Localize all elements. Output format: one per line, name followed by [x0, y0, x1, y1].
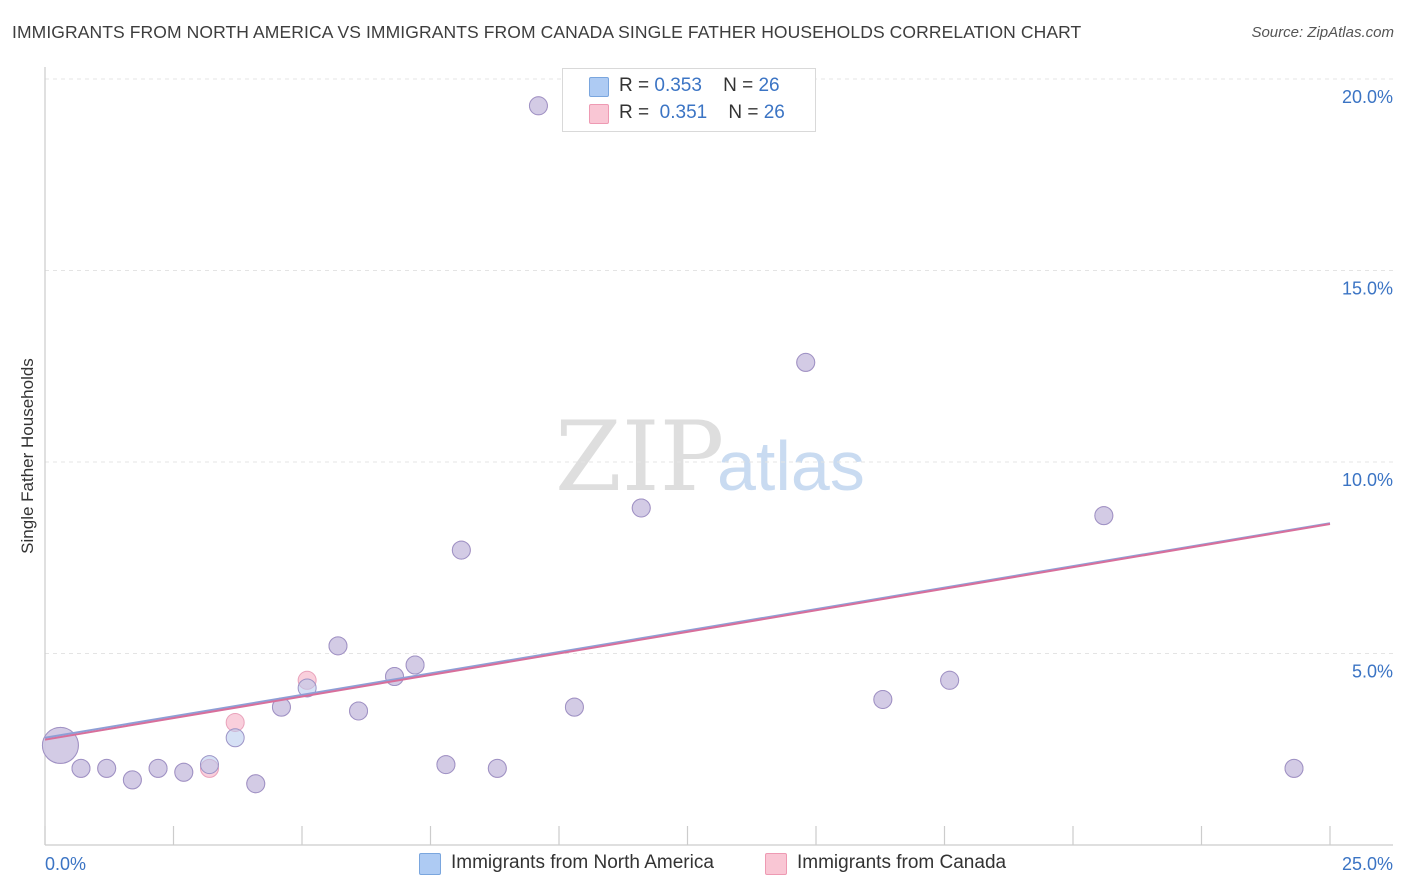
- point-north-america: [405, 655, 425, 675]
- point-north-america: [451, 540, 471, 560]
- y-tick-label: 5.0%: [1352, 662, 1393, 682]
- legend-n-label-1: N =: [723, 75, 754, 96]
- y-tick-label: 10.0%: [1342, 470, 1393, 490]
- point-north-america: [796, 352, 816, 372]
- point-north-america: [564, 697, 584, 717]
- point-north-america: [71, 758, 91, 778]
- stats-legend: R = 0.353 N = 26 R = 0.351 N = 26: [562, 68, 816, 132]
- y-tick-label: 15.0%: [1342, 279, 1393, 299]
- legend-r-label-2: R =: [619, 102, 650, 123]
- point-north-america: [873, 689, 893, 709]
- point-north-america: [122, 770, 142, 790]
- point-north-america: [1284, 758, 1304, 778]
- source-label: Source: ZipAtlas.com: [1251, 24, 1394, 41]
- x-tick-label: 0.0%: [45, 854, 86, 874]
- bottom-legend-swatch-canada: [765, 853, 787, 875]
- legend-n-label-2: N =: [728, 102, 759, 123]
- y-axis-label: Single Father Households: [18, 358, 37, 554]
- bottom-legend-label-canada: Immigrants from Canada: [797, 852, 1007, 873]
- watermark-zip: ZIP: [555, 401, 724, 513]
- x-tick-label: 25.0%: [1342, 854, 1393, 874]
- legend-r-label-1: R =: [619, 75, 650, 96]
- point-north-america: [174, 762, 194, 782]
- point-north-america: [631, 498, 651, 518]
- point-north-america: [199, 755, 219, 775]
- bottom-legend-label-north-america: Immigrants from North America: [451, 852, 714, 873]
- point-north-america: [97, 758, 117, 778]
- legend-swatch-canada: [589, 104, 609, 124]
- point-north-america: [148, 758, 168, 778]
- y-tick-label: 20.0%: [1342, 87, 1393, 107]
- point-north-america: [940, 670, 960, 690]
- point-north-america: [328, 636, 348, 656]
- legend-swatch-north-america: [589, 77, 609, 97]
- trendline-canada: [44, 523, 1331, 741]
- legend-n-value-2: 26: [763, 102, 785, 123]
- point-north-america: [487, 758, 507, 778]
- point-north-america: [1094, 506, 1114, 526]
- point-north-america: [349, 701, 369, 721]
- legend-n-value-1: 26: [758, 75, 780, 96]
- legend-r-value-1: 0.353: [654, 75, 702, 96]
- chart-title: IMMIGRANTS FROM NORTH AMERICA VS IMMIGRA…: [12, 22, 1082, 42]
- point-north-america: [225, 728, 245, 748]
- point-north-america: [436, 755, 456, 775]
- point-north-america: [246, 774, 266, 794]
- bottom-legend-swatch-north-america: [419, 853, 441, 875]
- legend-r-value-2: 0.351: [659, 102, 708, 123]
- point-north-america: [528, 96, 548, 116]
- watermark-atlas: atlas: [717, 427, 865, 505]
